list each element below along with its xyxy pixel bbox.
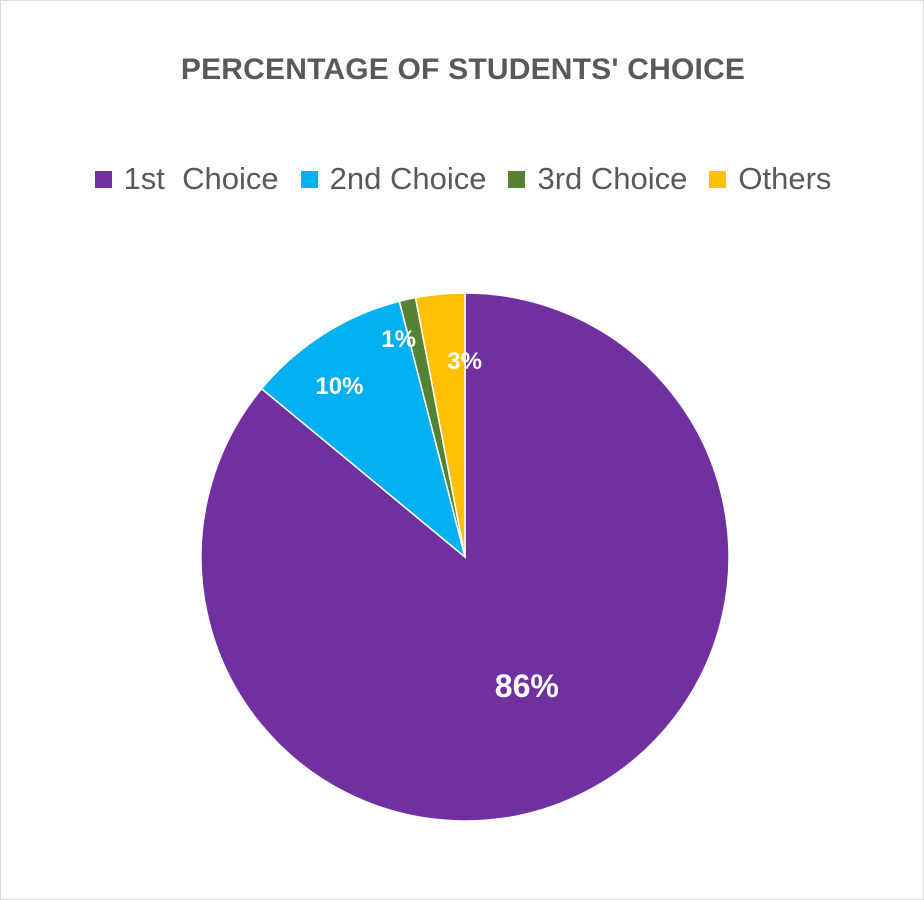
pie-slice-others [414,292,466,558]
pie-slice-2nd-choice [260,300,467,560]
legend-entry-1st-choice: 1st Choice [94,161,279,197]
legend-entry-others: Others [709,161,831,197]
legend-label-1st-choice: 1st Choice [123,161,279,196]
legend-label-3rd-choice: 3rd Choice [537,161,688,196]
legend-entry-3rd-choice: 3rd Choice [508,161,687,197]
legend-label-others: Others [738,161,832,196]
legend: 1st Choice 2nd Choice 3rd Choice Others [1,161,924,197]
legend-swatch-1st-choice [94,170,112,188]
data-label-3rd-choice: 1% [381,326,416,353]
legend-entry-2nd-choice: 2nd Choice [300,161,487,197]
legend-label-2nd-choice: 2nd Choice [329,161,487,196]
data-label-others: 3% [447,348,482,375]
data-label-1st-choice: 86% [495,668,559,704]
data-label-2nd-choice: 10% [315,373,363,400]
legend-swatch-others [709,170,727,188]
legend-swatch-3rd-choice [508,170,526,188]
chart-title: PERCENTAGE OF STUDENTS' CHOICE [180,53,746,86]
legend-swatch-2nd-choice [300,170,318,188]
